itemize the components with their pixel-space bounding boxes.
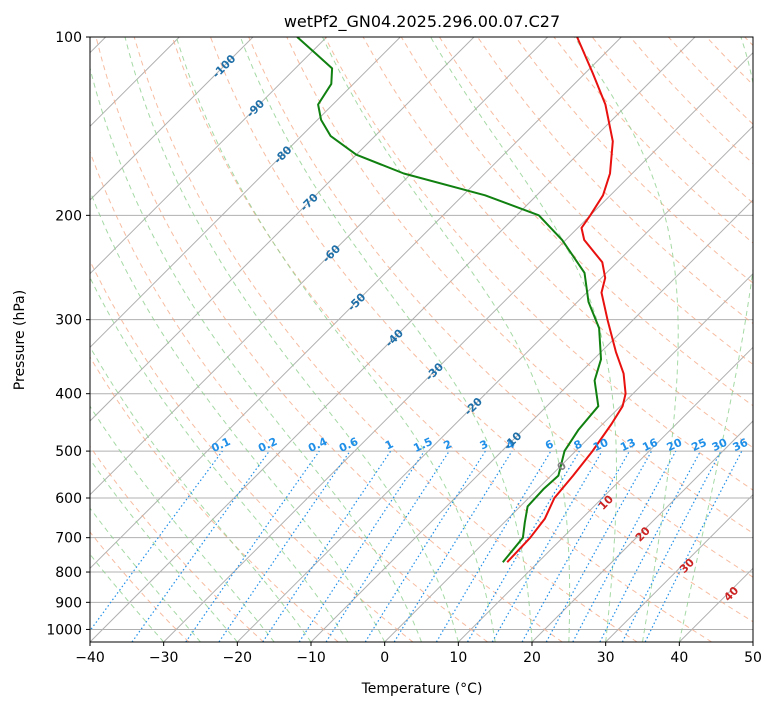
mixing-ratio-line bbox=[393, 450, 513, 642]
y-tick-label: 700 bbox=[55, 531, 82, 547]
x-tick-label: 0 bbox=[380, 650, 389, 666]
dry-adiabat-line bbox=[90, 356, 339, 642]
moist-adiabat-line bbox=[90, 189, 386, 642]
isotherm-line bbox=[90, 37, 328, 275]
moist-adiabat-line bbox=[90, 458, 238, 642]
moist-adiabat-line bbox=[90, 65, 422, 642]
dry-adiabat-line bbox=[133, 37, 638, 642]
mixing-ratio-label: 30 bbox=[710, 436, 730, 454]
dry-adiabat-line bbox=[438, 37, 753, 366]
dry-adiabat-line bbox=[286, 37, 753, 534]
x-tick-label: 40 bbox=[670, 650, 688, 666]
x-tick-label: 50 bbox=[744, 650, 762, 666]
y-tick-label: 500 bbox=[55, 444, 82, 460]
mixing-ratio-line bbox=[185, 450, 320, 642]
mixing-ratio-label: 16 bbox=[640, 436, 660, 454]
mixing-ratio-line bbox=[325, 450, 450, 642]
mixing-ratio-label: 13 bbox=[618, 436, 637, 454]
dry-adiabat-line bbox=[400, 37, 753, 407]
x-tick-label: −10 bbox=[296, 650, 326, 666]
mixing-ratio-label: 20 bbox=[665, 436, 685, 454]
dry-adiabat-line bbox=[248, 37, 753, 578]
dry-adiabat-line bbox=[95, 37, 563, 642]
chart-title: wetPf2_GN04.2025.296.00.07.C27 bbox=[284, 12, 560, 32]
dry-adiabats bbox=[90, 37, 753, 642]
isotherm-line bbox=[90, 37, 254, 201]
moist-adiabat-line bbox=[90, 405, 275, 642]
isobar-grid bbox=[90, 37, 753, 630]
isotherm-line bbox=[90, 37, 401, 349]
y-tick-label: 200 bbox=[55, 208, 82, 224]
mixing-ratio-line bbox=[572, 450, 677, 642]
mixing-ratio-label: 25 bbox=[689, 436, 708, 454]
moist-adiabat-line bbox=[124, 37, 459, 642]
mixing-ratio-line bbox=[131, 450, 270, 642]
isotherm-line bbox=[90, 37, 475, 422]
dewpoint-profile bbox=[296, 37, 602, 563]
dry-adiabat-line bbox=[90, 259, 414, 642]
x-tick-label: 30 bbox=[597, 650, 615, 666]
isotherm-line bbox=[90, 37, 622, 570]
x-axis-title: Temperature (°C) bbox=[361, 681, 483, 697]
dry-adiabat-line bbox=[90, 445, 264, 642]
moist-adiabat-line bbox=[90, 345, 312, 642]
profile-lines bbox=[296, 37, 627, 563]
moist-adiabat-line bbox=[175, 37, 496, 642]
y-tick-label: 900 bbox=[55, 595, 82, 611]
isotherm-line bbox=[605, 493, 753, 642]
moist-adiabat-line bbox=[239, 37, 533, 642]
mixing-ratio-lines bbox=[90, 450, 743, 642]
y-axis-title: Pressure (hPa) bbox=[12, 290, 28, 390]
isotherm-line bbox=[90, 37, 549, 496]
mixing-ratio-line bbox=[521, 450, 631, 642]
x-tick-label: −30 bbox=[149, 650, 179, 666]
plot-frame bbox=[89, 36, 754, 643]
mixing-ratio-line bbox=[644, 450, 743, 642]
x-tick-label: −20 bbox=[223, 650, 253, 666]
y-tick-label: 600 bbox=[55, 491, 82, 507]
y-tick-label: 400 bbox=[55, 387, 82, 403]
dry-adiabat-line bbox=[210, 37, 753, 623]
dry-adiabat-line bbox=[90, 531, 190, 642]
mixing-ratio-line bbox=[298, 450, 425, 642]
dry-adiabat-line bbox=[515, 37, 753, 284]
moist-adiabat-line bbox=[90, 276, 349, 642]
temperature-profile bbox=[506, 37, 627, 563]
x-tick-label: 10 bbox=[449, 650, 467, 666]
isotherm-line bbox=[531, 420, 753, 642]
y-tick-label: 100 bbox=[55, 30, 82, 46]
y-axis: 1000 900 800 700 600 500 400 300 200 100 bbox=[46, 30, 90, 638]
y-tick-label: 800 bbox=[55, 565, 82, 581]
isotherm-line bbox=[163, 51, 753, 642]
y-tick-label: 1000 bbox=[46, 622, 82, 638]
mixing-ratio-label: 36 bbox=[731, 436, 751, 454]
x-tick-label: −40 bbox=[75, 650, 105, 666]
isotherm-line bbox=[384, 272, 753, 642]
x-axis: −40 −30 −20 −10 0 10 20 30 40 50 bbox=[75, 642, 762, 666]
moist-adiabat-line bbox=[574, 37, 679, 642]
moist-adiabat-line bbox=[430, 37, 617, 642]
x-tick-label: 20 bbox=[523, 650, 541, 666]
mixing-ratio-label: 10 bbox=[591, 436, 611, 454]
isotherm-line bbox=[457, 346, 753, 642]
mixing-ratio-line bbox=[262, 450, 392, 642]
dry-adiabat-line bbox=[90, 150, 488, 642]
mixing-ratio-line bbox=[545, 450, 653, 642]
dry-adiabat-line bbox=[171, 37, 712, 642]
mixing-ratio-line bbox=[90, 450, 223, 632]
moist-adiabat-line bbox=[90, 507, 201, 642]
isotherm-line bbox=[236, 125, 753, 642]
mixing-ratio-line bbox=[218, 450, 351, 642]
y-tick-label: 300 bbox=[55, 313, 82, 329]
moist-adiabat-line bbox=[90, 553, 165, 642]
